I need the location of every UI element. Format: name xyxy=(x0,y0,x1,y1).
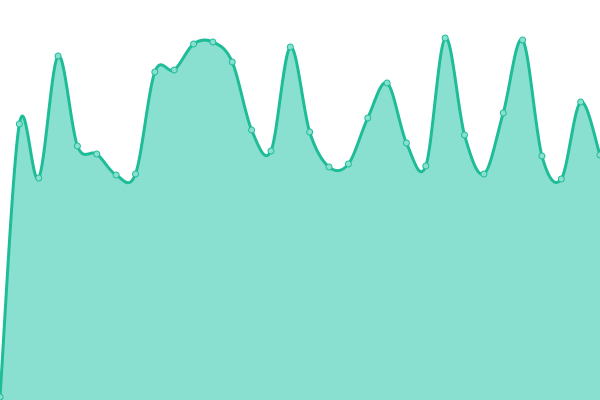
data-point-20 xyxy=(383,79,391,87)
area-fill xyxy=(0,37,600,400)
data-point-15 xyxy=(286,43,294,51)
data-point-13 xyxy=(248,126,256,134)
data-point-23 xyxy=(441,34,449,42)
data-point-19 xyxy=(364,114,372,122)
data-point-8 xyxy=(151,68,159,76)
data-point-17 xyxy=(325,163,333,171)
data-point-25 xyxy=(480,170,488,178)
data-point-1 xyxy=(15,120,23,128)
data-point-18 xyxy=(344,160,352,168)
data-points xyxy=(0,34,600,400)
data-point-29 xyxy=(557,175,565,183)
data-point-31 xyxy=(596,151,600,159)
data-point-2 xyxy=(35,174,43,182)
data-point-27 xyxy=(519,36,527,44)
data-point-3 xyxy=(54,52,62,60)
data-point-30 xyxy=(577,98,585,106)
data-point-22 xyxy=(422,162,430,170)
data-point-16 xyxy=(306,128,314,136)
data-point-12 xyxy=(228,58,236,66)
data-point-26 xyxy=(499,109,507,117)
data-point-5 xyxy=(93,150,101,158)
data-point-0 xyxy=(0,393,4,400)
data-point-14 xyxy=(267,147,275,155)
data-point-7 xyxy=(131,170,139,178)
data-point-6 xyxy=(112,171,120,179)
data-point-4 xyxy=(73,142,81,150)
data-point-28 xyxy=(538,152,546,160)
data-point-24 xyxy=(461,131,469,139)
data-point-21 xyxy=(402,139,410,147)
data-point-10 xyxy=(190,40,198,48)
data-point-11 xyxy=(209,38,217,46)
data-point-9 xyxy=(170,66,178,74)
